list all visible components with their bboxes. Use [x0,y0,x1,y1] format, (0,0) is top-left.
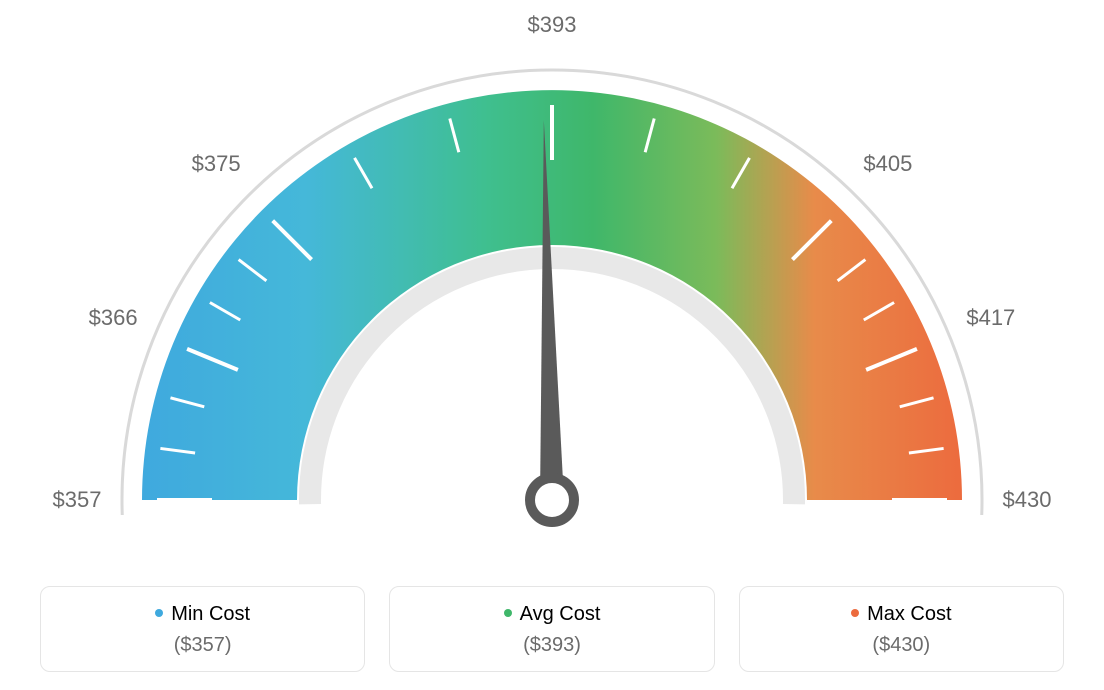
legend-title-text: Max Cost [867,603,951,625]
legend-card-min: Min Cost ($357) [40,586,365,672]
dot-icon [504,609,512,617]
gauge-tick-label: $375 [192,151,241,177]
legend-title-max: Max Cost [750,603,1053,626]
legend-title-avg: Avg Cost [400,603,703,626]
legend-value-avg: ($393) [400,634,703,657]
legend-title-text: Avg Cost [520,603,601,625]
gauge-chart: $357 $366 $375 $393 $405 $417 $430 [0,0,1104,560]
gauge-tick-label: $357 [53,487,102,513]
legend-title-text: Min Cost [171,603,250,625]
legend-card-avg: Avg Cost ($393) [389,586,714,672]
legend-value-max: ($430) [750,634,1053,657]
gauge-tick-label: $430 [1003,487,1052,513]
legend-value-min: ($357) [51,634,354,657]
gauge-tick-label: $393 [528,12,577,38]
legend-title-min: Min Cost [51,603,354,626]
legend-row: Min Cost ($357) Avg Cost ($393) Max Cost… [0,586,1104,672]
gauge-tick-label: $366 [89,305,138,331]
gauge-svg [0,0,1104,560]
dot-icon [851,609,859,617]
legend-card-max: Max Cost ($430) [739,586,1064,672]
gauge-tick-label: $405 [863,151,912,177]
dot-icon [155,609,163,617]
gauge-tick-label: $417 [966,305,1015,331]
